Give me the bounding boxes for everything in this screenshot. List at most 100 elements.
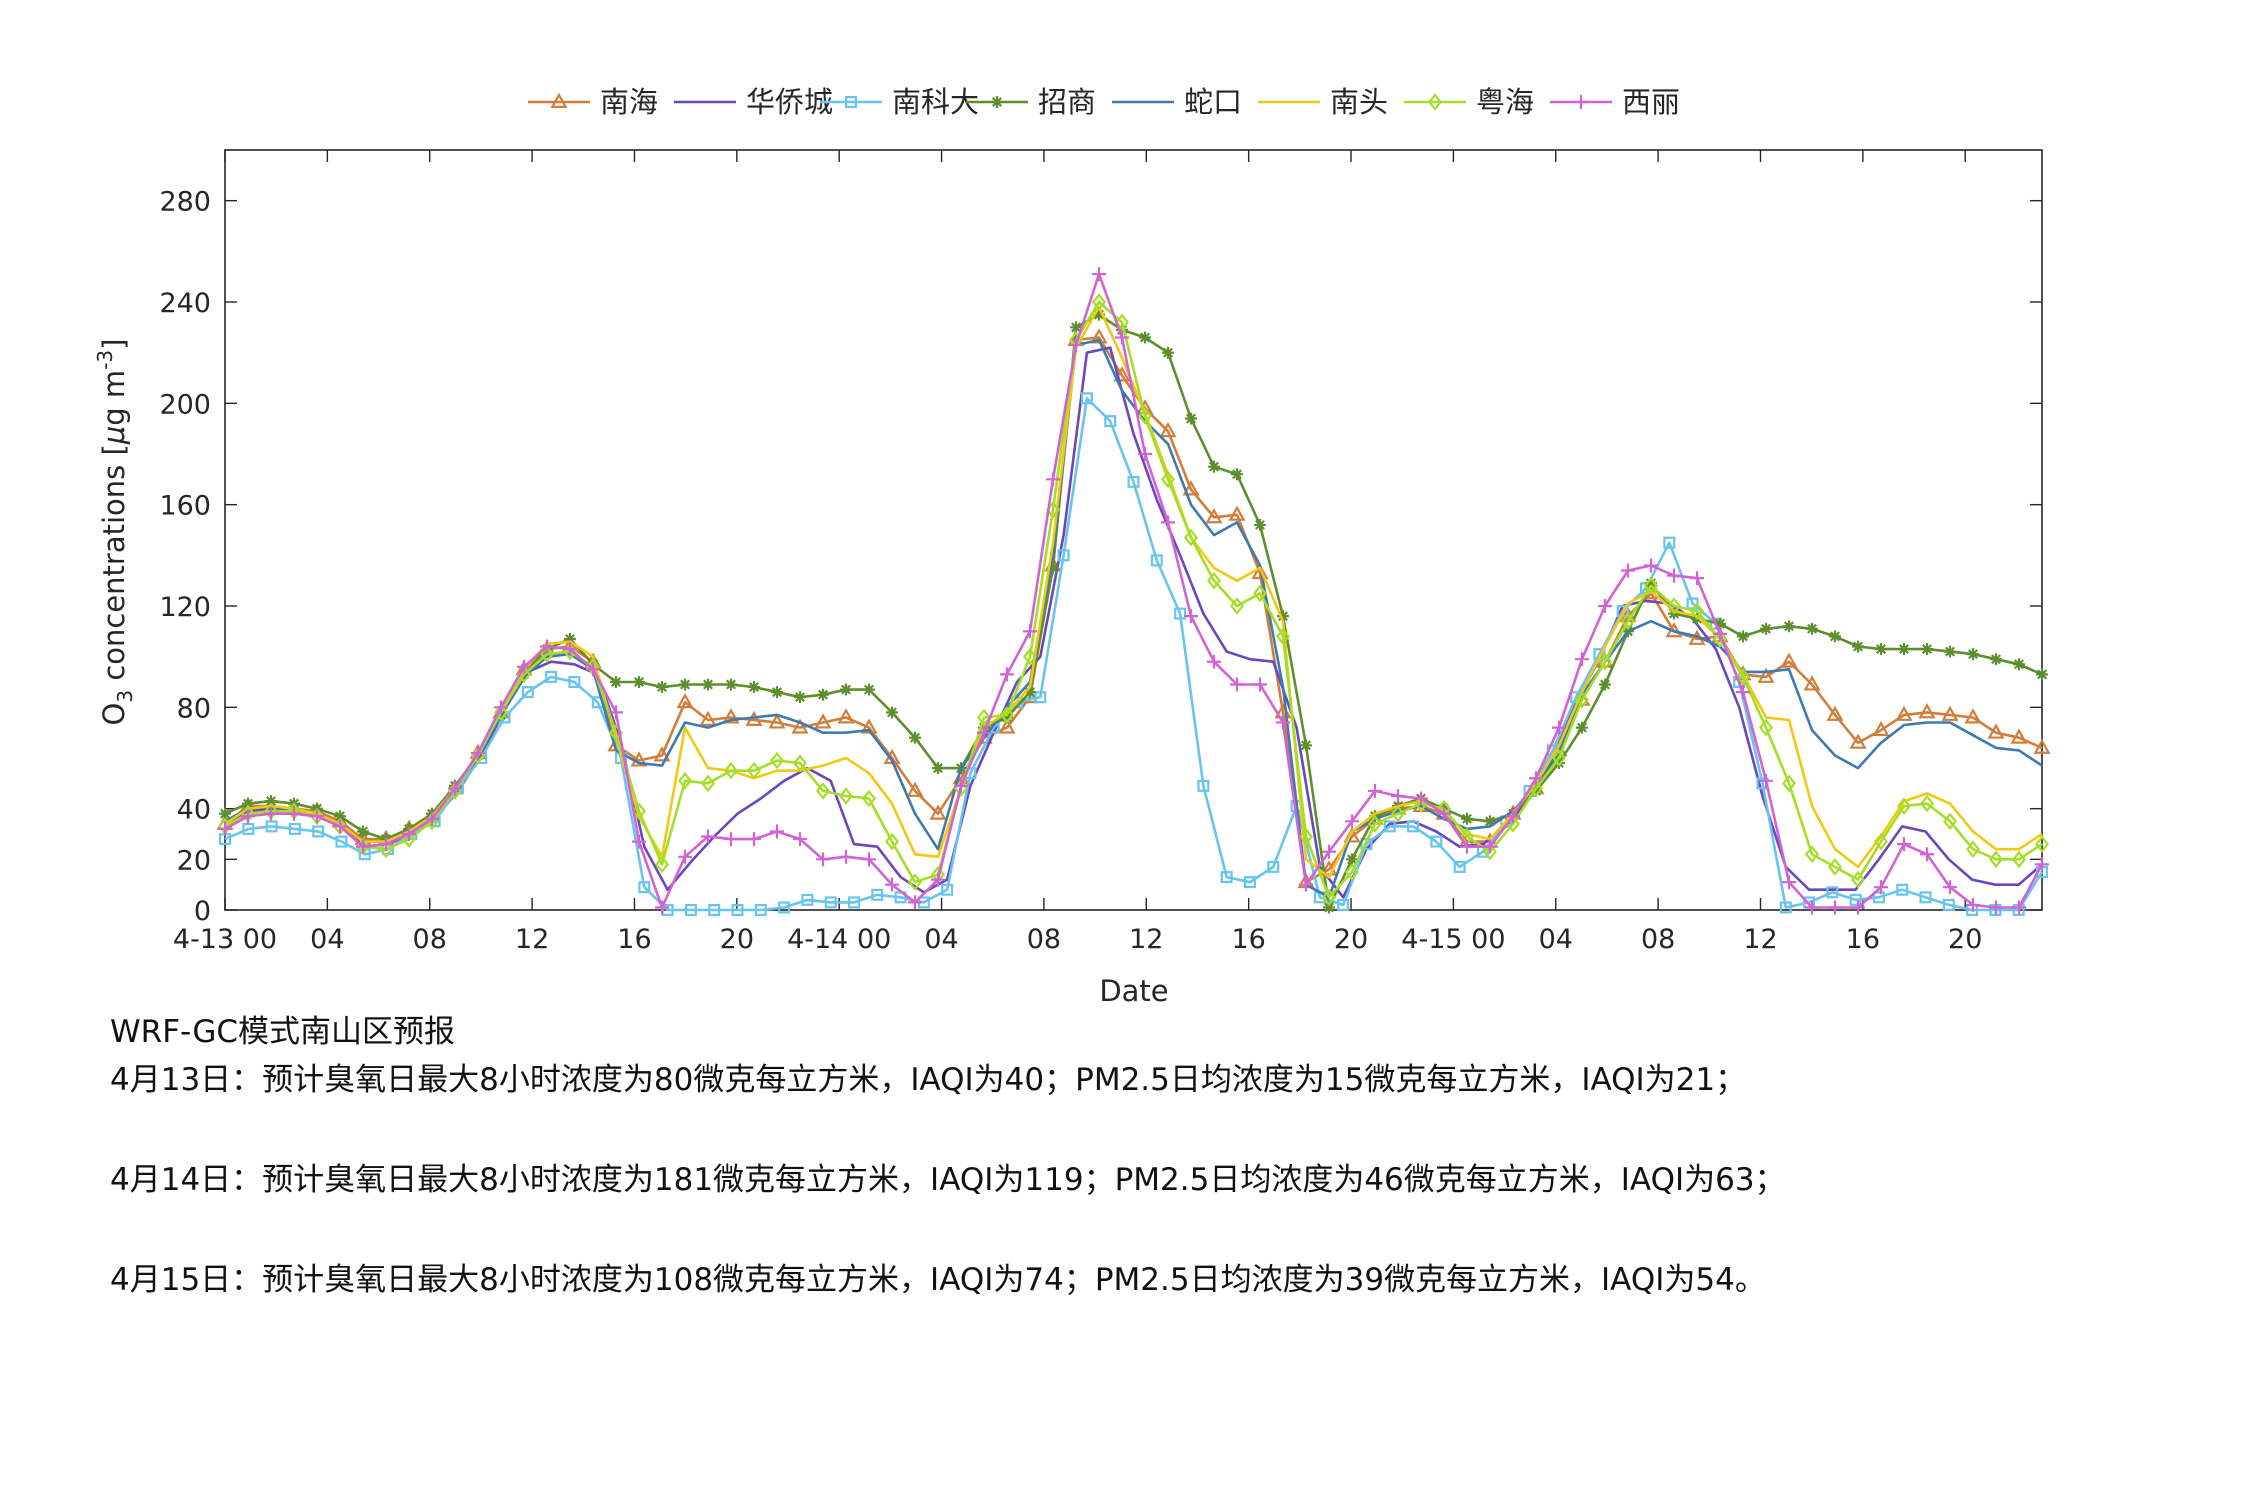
data-point xyxy=(1828,900,1842,915)
data-point xyxy=(1598,599,1612,613)
data-point xyxy=(907,873,923,891)
data-point xyxy=(871,888,884,901)
data-point xyxy=(1229,597,1245,615)
data-point xyxy=(909,731,921,744)
data-point xyxy=(1391,789,1405,803)
data-point xyxy=(1712,630,1728,648)
data-point xyxy=(1091,293,1107,311)
data-point xyxy=(1251,563,1269,580)
data-point xyxy=(630,751,648,767)
data-point xyxy=(1943,880,1957,895)
x-tick-label: 16 xyxy=(1846,924,1880,955)
y-tick-label: 0 xyxy=(194,896,211,927)
x-tick-label: 20 xyxy=(720,924,754,955)
data-point xyxy=(1826,886,1839,899)
data-point xyxy=(654,855,670,874)
data-point xyxy=(1344,863,1360,881)
data-point xyxy=(1001,711,1013,724)
data-point xyxy=(1483,839,1497,854)
data-point xyxy=(1896,883,1909,896)
data-point xyxy=(754,903,767,916)
data-point xyxy=(333,819,347,834)
data-point xyxy=(1453,860,1466,873)
legend-item-5: 南头 xyxy=(1258,85,1388,119)
data-point xyxy=(1034,691,1047,704)
data-point xyxy=(814,713,832,729)
data-point xyxy=(746,761,762,780)
data-point xyxy=(1919,794,1935,813)
data-point xyxy=(1644,558,1658,573)
data-point xyxy=(2035,857,2049,872)
data-point xyxy=(1965,840,1981,858)
data-point xyxy=(793,832,807,847)
data-point xyxy=(653,746,671,762)
data-point xyxy=(1849,733,1867,749)
data-point xyxy=(1803,675,1821,691)
data-point xyxy=(288,822,301,835)
data-point xyxy=(977,725,991,740)
data-point xyxy=(609,705,623,720)
data-point xyxy=(2010,728,2028,744)
data-point xyxy=(1484,815,1496,828)
data-point xyxy=(1127,475,1140,488)
x-tick-label: 12 xyxy=(515,924,549,955)
data-point xyxy=(1783,620,1795,633)
data-point xyxy=(1942,898,1955,911)
data-point xyxy=(656,681,668,694)
data-point xyxy=(1300,739,1312,752)
data-point xyxy=(1114,313,1130,332)
data-point xyxy=(1552,720,1566,735)
x-tick-label: 04 xyxy=(924,924,958,955)
data-point xyxy=(610,676,622,688)
data-point xyxy=(1321,888,1337,907)
data-point xyxy=(861,789,877,808)
data-point xyxy=(402,827,416,841)
data-point xyxy=(287,806,301,821)
data-point xyxy=(563,642,577,657)
data-point xyxy=(1427,93,1443,111)
y-label-sub: 3 xyxy=(113,690,137,703)
data-point xyxy=(1667,568,1681,583)
data-point xyxy=(2034,835,2050,853)
data-point xyxy=(1713,626,1727,641)
legend-item-1: 华侨城 xyxy=(674,85,833,119)
data-point xyxy=(844,95,857,108)
data-point xyxy=(265,820,278,833)
data-point xyxy=(1988,850,2004,869)
data-point xyxy=(816,852,830,867)
data-point xyxy=(1228,505,1246,521)
data-point xyxy=(701,829,715,844)
data-point xyxy=(218,821,232,836)
data-point xyxy=(1852,640,1864,653)
y-tick-label: 20 xyxy=(177,845,211,876)
data-point xyxy=(1069,338,1083,353)
data-point xyxy=(932,762,944,775)
data-point xyxy=(1323,901,1335,914)
data-point xyxy=(425,811,439,826)
data-point xyxy=(862,852,876,867)
data-point xyxy=(1022,647,1038,666)
data-point xyxy=(699,710,717,727)
data-point xyxy=(335,835,348,848)
data-point xyxy=(1337,898,1350,911)
data-point xyxy=(632,834,646,849)
data-point xyxy=(1735,668,1751,686)
data-point xyxy=(545,670,558,683)
series-line xyxy=(224,272,2044,909)
data-point xyxy=(1345,814,1359,829)
x-axis-label: Date xyxy=(1099,974,1168,1008)
data-point xyxy=(747,832,761,847)
series-6 xyxy=(217,293,2050,907)
y-label-o: O xyxy=(97,703,131,726)
data-point xyxy=(1104,415,1117,428)
y-label-close: ] xyxy=(97,339,131,350)
data-point xyxy=(1781,774,1797,793)
data-point xyxy=(1898,643,1910,656)
data-point xyxy=(2011,850,2027,869)
series-2 xyxy=(219,392,2048,916)
data-point xyxy=(1024,686,1036,699)
data-point xyxy=(708,903,721,916)
data-point xyxy=(1757,667,1775,683)
y-axis: 0 20 40 80 120 160 200 240 280 xyxy=(159,187,2042,927)
data-point xyxy=(1252,584,1268,603)
